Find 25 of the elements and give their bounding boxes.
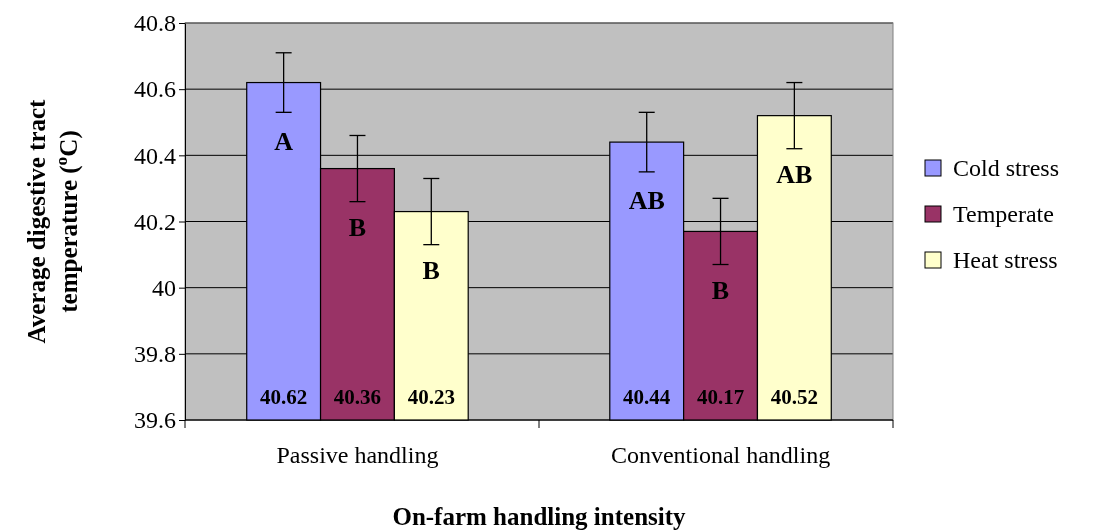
legend-label: Cold stress bbox=[953, 155, 1060, 182]
data-label: 40.44 bbox=[623, 385, 671, 409]
y-tick-label: 39.8 bbox=[134, 341, 176, 368]
y-tick-label: 40 bbox=[152, 274, 176, 301]
x-tick-label: Conventional handling bbox=[610, 442, 831, 468]
data-label: 40.23 bbox=[407, 385, 455, 409]
x-axis-title: On-farm handling intensity bbox=[392, 503, 687, 530]
data-label: 40.62 bbox=[260, 385, 308, 409]
annotation: B bbox=[711, 275, 730, 305]
data-label: 40.36 bbox=[333, 385, 382, 409]
y-tick-label: 40.6 bbox=[134, 76, 176, 103]
annotation: AB bbox=[776, 159, 813, 189]
y-tick-label: 39.6 bbox=[134, 407, 176, 434]
legend-label: Temperate bbox=[953, 201, 1054, 228]
y-tick-label: 40.2 bbox=[134, 208, 176, 235]
annotation: B bbox=[422, 255, 440, 285]
data-label: 40.52 bbox=[770, 385, 818, 409]
legend-label: Heat stress bbox=[953, 247, 1058, 274]
data-label: 40.17 bbox=[696, 385, 745, 409]
annotation: AB bbox=[628, 186, 665, 216]
y-tick-label: 40.8 bbox=[134, 10, 176, 37]
y-tick-label: 40.4 bbox=[134, 142, 176, 169]
annotation: A bbox=[274, 126, 294, 156]
annotation: B bbox=[348, 212, 367, 242]
x-tick-label: Passive handling bbox=[276, 442, 439, 468]
